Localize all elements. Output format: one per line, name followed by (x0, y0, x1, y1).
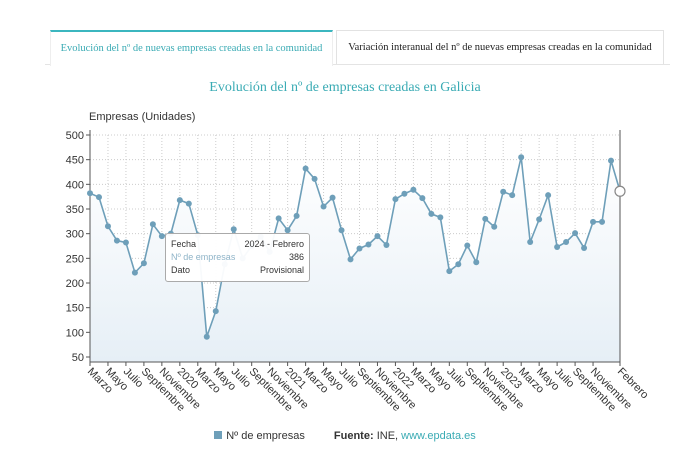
data-point (176, 197, 183, 204)
data-point (212, 308, 219, 315)
tooltip-dato-value: Provisional (259, 265, 304, 275)
tooltip-n-value: 386 (288, 252, 304, 262)
source: Fuente: INE, www.epdata.es (334, 430, 476, 442)
data-point (482, 215, 489, 222)
data-point (365, 241, 372, 248)
data-point (320, 203, 327, 210)
y-tick-label: 100 (66, 327, 84, 339)
data-point (356, 245, 363, 252)
data-point (87, 190, 93, 197)
data-point (446, 268, 453, 275)
data-point (302, 165, 309, 172)
tooltip-fecha-label: Fecha (171, 239, 197, 249)
legend: Nº de empresas Fuente: INE, www.epdata.e… (0, 430, 690, 442)
data-point (491, 223, 498, 230)
data-point (554, 243, 561, 250)
tooltip-n-label: Nº de empresas (171, 252, 236, 262)
data-point (104, 223, 111, 230)
data-point (347, 256, 354, 263)
data-point (536, 216, 543, 223)
data-point (185, 200, 192, 207)
y-axis-title: Empresas (Unidades) (89, 111, 195, 123)
data-point (203, 333, 210, 340)
y-tick-label: 50 (72, 352, 84, 364)
y-tick-label: 200 (66, 278, 84, 290)
source-link[interactable]: www.epdata.es (401, 430, 476, 442)
y-tick-label: 150 (66, 303, 84, 315)
data-point (419, 195, 426, 202)
data-point (113, 237, 120, 244)
data-point (374, 233, 381, 240)
data-point (509, 192, 516, 199)
y-tick-label: 500 (66, 130, 84, 142)
data-point (473, 259, 480, 266)
data-point (293, 212, 300, 219)
data-point (563, 239, 570, 246)
data-point (158, 233, 165, 240)
data-point (581, 244, 588, 251)
data-point (527, 239, 534, 246)
tab-bar: Evolución del nº de nuevas empresas crea… (0, 0, 690, 66)
tab-variacion-interanual[interactable]: Variación interanual del nº de nuevas em… (336, 30, 664, 64)
chart-title: Evolución del nº de empresas creadas en … (209, 80, 481, 95)
data-point (311, 175, 318, 182)
data-point (140, 260, 147, 267)
data-point (275, 215, 282, 222)
tab-divider (45, 64, 670, 65)
y-tick-label: 250 (66, 253, 84, 265)
data-point (329, 194, 336, 201)
data-point (590, 218, 597, 225)
legend-series-label: Nº de empresas (226, 430, 305, 442)
data-point (608, 157, 615, 164)
data-point (122, 239, 129, 246)
data-point (410, 186, 417, 193)
tooltip: Fecha 2024 - Febrero Nº de empresas 386 Da… (165, 233, 310, 282)
y-tick-label: 400 (66, 179, 84, 191)
tooltip-dato-label: Dato (171, 265, 191, 275)
data-point-highlighted (614, 185, 626, 197)
data-point (338, 227, 345, 234)
series-line (89, 157, 621, 338)
data-point (428, 210, 435, 217)
data-point (518, 154, 525, 161)
data-point (545, 192, 552, 199)
data-point (95, 194, 102, 201)
source-text: INE, (376, 430, 399, 442)
data-point (437, 214, 444, 221)
data-point (392, 196, 399, 203)
legend-item[interactable]: Nº de empresas (214, 430, 305, 442)
tab-evolucion[interactable]: Evolución del nº de nuevas empresas crea… (50, 30, 333, 66)
data-point (500, 188, 507, 195)
data-point (599, 218, 606, 225)
data-point (149, 221, 156, 228)
data-point (131, 269, 138, 276)
data-point (401, 190, 408, 197)
tooltip-fecha-value: 2024 - Febrero (244, 239, 304, 249)
data-point (230, 226, 237, 233)
source-label: Fuente: (333, 430, 374, 442)
data-point (572, 230, 579, 237)
y-tick-label: 350 (66, 204, 84, 216)
data-point (464, 242, 471, 249)
y-tick-label: 300 (66, 229, 84, 241)
data-point (284, 227, 291, 234)
legend-swatch (214, 431, 223, 439)
data-point (383, 242, 390, 249)
series-area (90, 157, 620, 362)
y-tick-label: 450 (66, 155, 84, 167)
data-point (455, 261, 462, 268)
